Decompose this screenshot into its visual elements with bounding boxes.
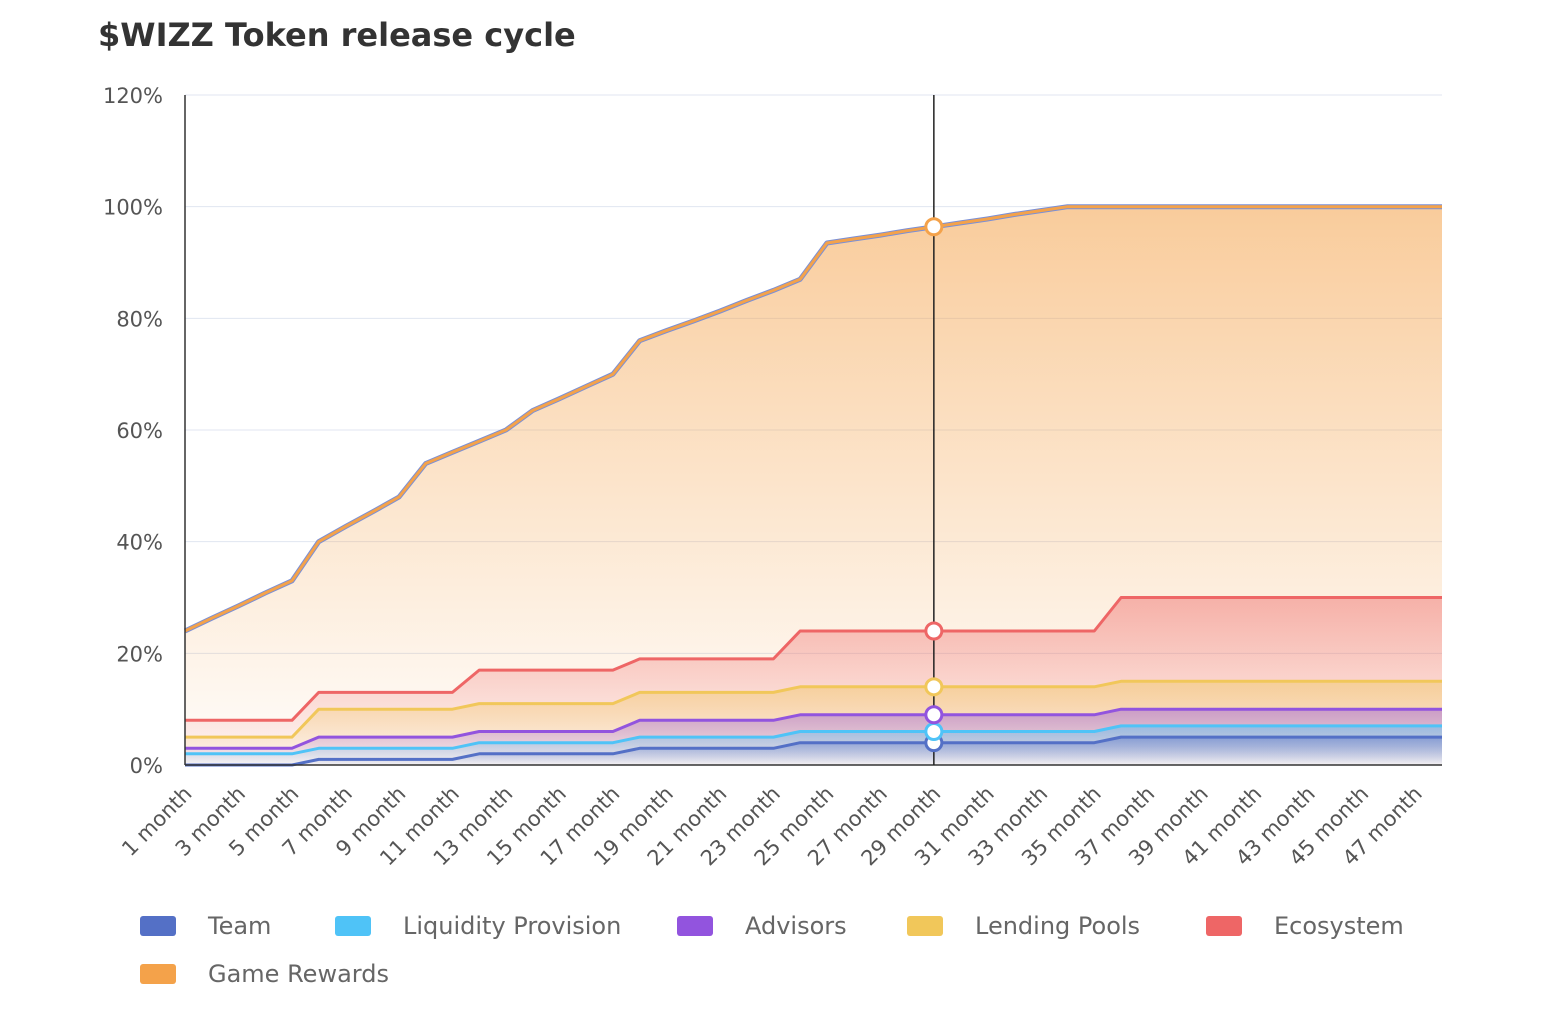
legend-swatch: [1206, 916, 1242, 936]
legend-item[interactable]: Advisors: [677, 912, 847, 940]
legend-swatch: [907, 916, 943, 936]
legend-label: Liquidity Provision: [403, 912, 622, 940]
highlight-point: [924, 217, 944, 237]
y-tick-label: 0%: [130, 754, 163, 778]
highlight-point: [924, 705, 944, 725]
highlight-point: [924, 677, 944, 697]
area-team: [185, 737, 1442, 765]
legend-label: Ecosystem: [1274, 912, 1404, 940]
legend-swatch: [140, 916, 176, 936]
chart-title: $WIZZ Token release cycle: [98, 16, 576, 54]
y-tick-label: 60%: [116, 419, 163, 443]
legend-label: Advisors: [745, 912, 847, 940]
line-advisors: [185, 707, 1442, 750]
line-ecosystem: [185, 596, 1442, 722]
legend-swatch: [677, 916, 713, 936]
legend-swatch: [140, 964, 176, 984]
legend-label: Lending Pools: [975, 912, 1141, 940]
highlight-point: [924, 621, 944, 641]
legend-item[interactable]: Lending Pools: [907, 912, 1140, 940]
legend-item[interactable]: Ecosystem: [1206, 912, 1404, 940]
legend-swatch: [335, 916, 371, 936]
line-game-rewards: [184, 205, 1442, 633]
y-tick-label: 120%: [103, 84, 163, 108]
line-team: [185, 735, 1442, 767]
legend-item[interactable]: Team: [140, 912, 271, 940]
legend-label: Team: [208, 912, 272, 940]
y-tick-label: 40%: [116, 531, 163, 555]
highlight-point: [924, 722, 944, 741]
y-tick-label: 100%: [103, 196, 163, 220]
y-tick-label: 80%: [116, 307, 163, 331]
legend-item[interactable]: Liquidity Provision: [335, 912, 621, 940]
line-liquidity-provision: [185, 724, 1442, 756]
y-tick-label: 20%: [116, 642, 163, 666]
legend-item[interactable]: Game Rewards: [140, 960, 389, 988]
legend-label: Game Rewards: [208, 960, 389, 988]
line-lending-pools: [185, 679, 1442, 739]
